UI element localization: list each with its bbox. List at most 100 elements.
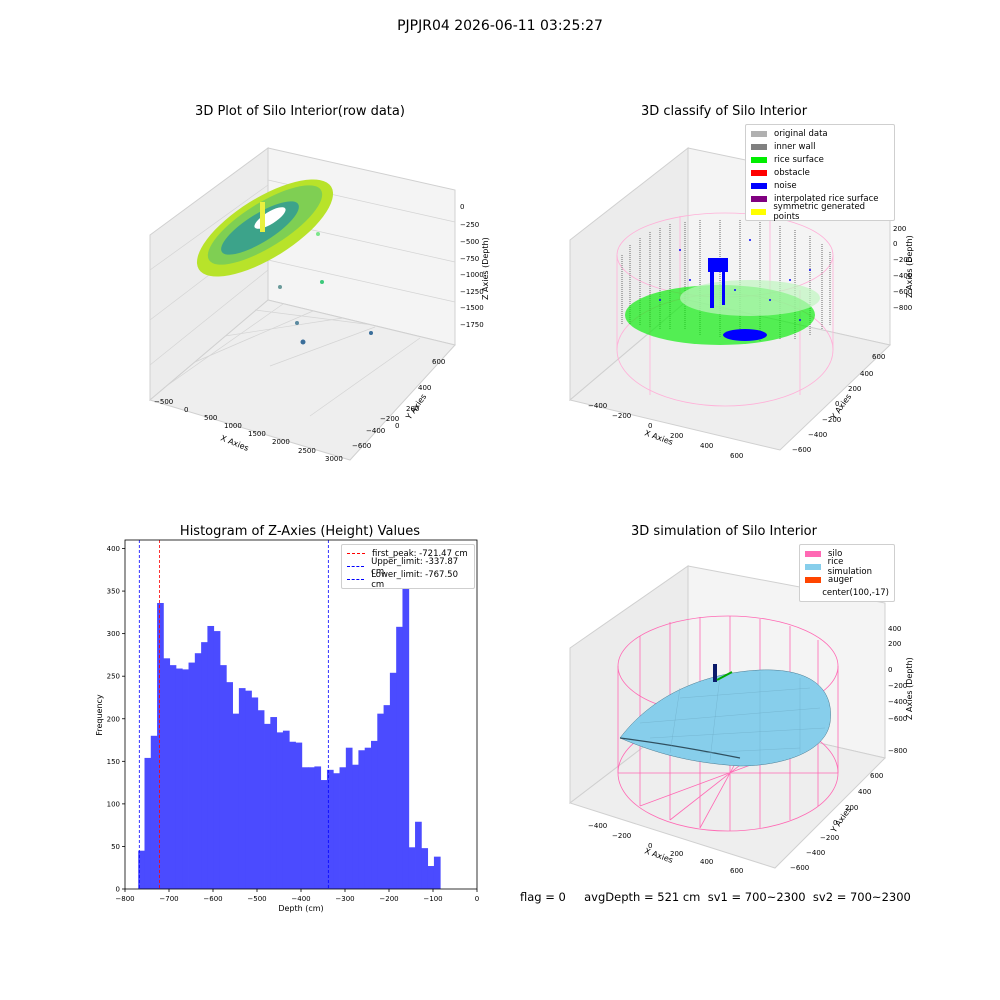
sim-ytick: 600	[870, 772, 883, 780]
hist-ytick-label: 400	[107, 545, 120, 553]
hist-bar	[383, 705, 391, 889]
legend-item-lower-limit: Lower_limit: -767.50 cm	[342, 570, 474, 590]
raw-floor-pane	[148, 299, 456, 461]
hist-ytick-label: 50	[111, 843, 120, 851]
raw-3d-plot: −500 0 500 1000 1500 2000 2500 3000 600 …	[148, 147, 490, 463]
classify-legend: original data inner wall rice surface ob…	[745, 124, 895, 222]
raw-ztick: −750	[460, 255, 479, 263]
raw-ztick: −1250	[460, 288, 484, 296]
classify-ytick: 400	[860, 370, 873, 378]
legend-item-rice-surface: rice surface	[746, 153, 894, 166]
classify-ztick: 200	[893, 225, 906, 233]
raw-ztick: −500	[460, 238, 479, 246]
raw-outlier	[320, 280, 324, 284]
hist-xtick-label: −400	[291, 895, 310, 903]
legend-swatch	[751, 130, 767, 137]
hist-title: Histogram of Z-Axies (Height) Values	[179, 524, 421, 539]
hist-bar	[245, 690, 252, 889]
hist-bar	[175, 668, 183, 889]
hist-bar	[301, 767, 309, 889]
sim-ztick: −400	[888, 698, 907, 706]
histogram-chart: −800 −700 −600 −500 −400 −300 −200 −100 0 0 50 100…	[95, 539, 479, 913]
hist-vlines	[138, 540, 329, 889]
hist-bar	[371, 740, 378, 889]
sim-ztick: 0	[888, 666, 892, 674]
legend-item-auger: auger	[800, 573, 894, 586]
legend-swatch	[805, 590, 815, 596]
hist-bar	[282, 730, 290, 889]
legend-swatch	[805, 563, 821, 570]
raw-outlier	[278, 285, 282, 289]
raw-ytick: −600	[352, 442, 371, 450]
hist-bar	[427, 866, 435, 889]
raw-xtick: 1500	[248, 430, 266, 438]
sim-legend: silo rice simulation auger center(100,-1…	[799, 544, 895, 602]
hist-bar	[389, 672, 397, 889]
classify-plot-title: 3D classify of Silo Interior	[640, 104, 808, 119]
legend-item-rice-simulation: rice simulation	[800, 557, 894, 577]
legend-item-original-data: original data	[746, 127, 894, 140]
hist-xlabel: Depth (cm)	[278, 904, 323, 913]
hist-bar	[295, 742, 303, 889]
legend-swatch	[751, 195, 767, 202]
hist-ytick-label: 150	[107, 758, 120, 766]
legend-line	[347, 553, 365, 554]
hist-ylabel: Frequency	[95, 694, 104, 736]
hist-bar	[213, 631, 221, 889]
figure-title: PJPJR04 2026-06-11 03:25:27	[397, 18, 603, 34]
raw-ytick: 0	[395, 422, 399, 430]
sim-ztick: 400	[888, 625, 901, 633]
hist-bar	[320, 780, 328, 889]
hist-legend: first_peak: -721.47 cm Upper_limit: -337…	[341, 544, 475, 590]
legend-swatch	[751, 156, 767, 163]
sim-ztick: −200	[888, 682, 907, 690]
hist-bar	[345, 747, 353, 889]
hist-xtick-label: −600	[203, 895, 222, 903]
sim-ytick: 400	[858, 788, 871, 796]
sim-xtick: −200	[612, 832, 631, 840]
hist-bar	[188, 662, 196, 889]
hist-bar	[289, 741, 296, 889]
raw-plot-title: 3D Plot of Silo Interior(row data)	[195, 104, 405, 119]
hist-bar	[402, 560, 410, 889]
hist-bar	[415, 821, 422, 889]
hist-bar	[408, 847, 416, 889]
hist-bar	[138, 850, 145, 889]
hist-bar	[276, 732, 284, 889]
classify-zlabel: Z Axies (Depth)	[905, 235, 914, 298]
raw-xtick: 500	[204, 414, 217, 422]
sim-3d-plot: −400 −200 0 200 400 600 600 400 200 0 −2…	[568, 565, 914, 875]
sim-zlabel: Z Axies (Depth)	[905, 657, 914, 720]
raw-ytick: −400	[366, 427, 385, 435]
hist-bar	[163, 658, 171, 889]
classify-xtick: −200	[612, 412, 631, 420]
hist-xtick-label: −500	[247, 895, 266, 903]
legend-item-upper-limit: Upper_limit: -337.87 cm	[342, 557, 474, 577]
hist-bar	[182, 669, 189, 889]
legend-item-center: center(100,-17)	[800, 586, 894, 599]
hist-bar	[308, 767, 315, 889]
sim-auger	[713, 664, 717, 682]
hist-xtick-label: −800	[115, 895, 134, 903]
sim-ytick: −200	[820, 834, 839, 842]
legend-swatch	[805, 550, 821, 557]
raw-xtick: 2500	[298, 447, 316, 455]
hist-bar	[157, 602, 164, 889]
sim-plot-title: 3D simulation of Silo Interior	[631, 524, 817, 539]
legend-item-first-peak: first_peak: -721.47 cm	[342, 547, 474, 560]
hist-bar	[314, 766, 322, 889]
hist-bar	[264, 723, 271, 889]
raw-ztick: −1500	[460, 304, 484, 312]
hist-bar	[144, 757, 152, 889]
legend-line	[347, 566, 365, 567]
classify-xtick: 600	[730, 452, 743, 460]
raw-outlier	[300, 339, 306, 345]
sim-auger-arm	[716, 671, 733, 681]
classify-ytick: −200	[822, 416, 841, 424]
raw-xtick: −500	[154, 398, 173, 406]
hist-xtick-label: 0	[475, 895, 479, 903]
raw-outlier	[369, 331, 373, 335]
status-line: flag = 0 avgDepth = 521 cm sv1 = 700~230…	[520, 890, 911, 904]
hist-bar	[433, 856, 441, 889]
raw-point-cloud	[196, 179, 373, 345]
